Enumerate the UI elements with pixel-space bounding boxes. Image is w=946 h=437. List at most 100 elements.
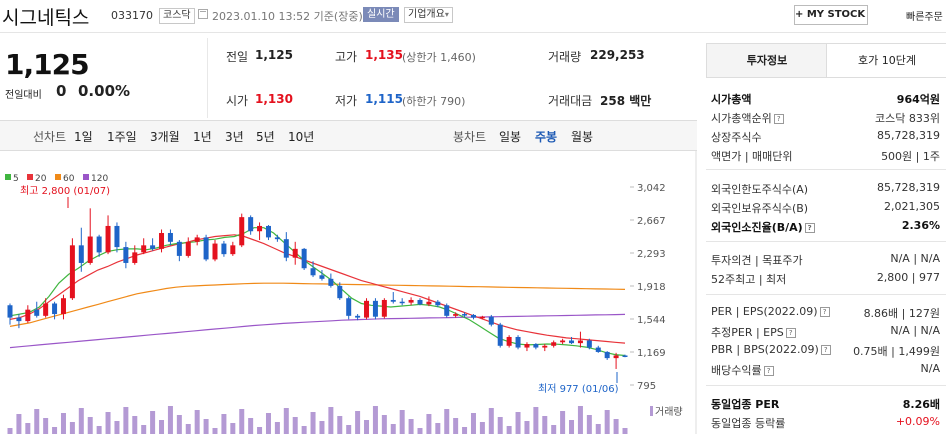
candle-monthly[interactable]: 월봉: [571, 130, 594, 144]
candle-body: [355, 315, 361, 318]
tab-order-book[interactable]: 호가 10단계: [826, 44, 946, 78]
quick-order-link[interactable]: 빠른주문: [906, 12, 943, 23]
candle-body: [551, 342, 557, 346]
period-1d[interactable]: 1일: [74, 130, 93, 144]
volume-bar: [462, 427, 468, 434]
volume-bar: [355, 411, 361, 434]
candle-body: [515, 336, 521, 348]
info-value-7: N/A | N/A: [890, 252, 940, 265]
legend-label: 120: [91, 174, 108, 184]
period-1w[interactable]: 1주일: [107, 130, 137, 144]
volume-bar: [105, 412, 111, 434]
info-label-7: 투자의견 | 목표주가: [711, 252, 803, 268]
legend-swatch: [5, 174, 11, 180]
candle-weekly[interactable]: 주봉: [535, 130, 558, 144]
candle-body: [524, 344, 530, 348]
candle-body: [577, 340, 583, 344]
info-label-text: 추정PER | EPS: [711, 326, 784, 339]
period-3m[interactable]: 3개월: [150, 130, 180, 144]
volume-label: 거래량: [548, 50, 582, 64]
candle-body: [141, 245, 147, 253]
volume-bar: [176, 415, 182, 434]
info-label-14: 동일업종 등락률: [711, 415, 785, 431]
info-label-1: 시가총액순위?: [711, 110, 784, 126]
candle-body: [470, 314, 476, 318]
candle-body: [194, 237, 200, 242]
candle-body: [248, 217, 254, 232]
volume-bar: [78, 408, 84, 434]
volume-bar: [274, 422, 280, 434]
change-label: 전일대비: [5, 90, 42, 101]
period-5y[interactable]: 5년: [256, 130, 275, 144]
help-icon[interactable]: ?: [773, 114, 784, 124]
legend-label: 20: [35, 174, 47, 184]
volume-bar: [60, 413, 66, 434]
volume-bar: [417, 428, 423, 434]
info-label-3: 액면가 | 매매단위: [711, 148, 793, 164]
candle-body: [346, 298, 352, 316]
y-tick-label: 2,667: [637, 216, 666, 227]
help-icon[interactable]: ?: [785, 328, 796, 338]
volume-bar: [265, 413, 271, 434]
volume-bar: [69, 422, 75, 434]
info-label-text: 동일업종 등락률: [711, 417, 786, 430]
volume-bar: [515, 412, 521, 434]
info-label-13: 동일업종 PER: [711, 396, 779, 412]
volume-bar: [381, 415, 387, 434]
volume-bar: [221, 414, 227, 434]
help-icon[interactable]: ?: [820, 345, 831, 355]
candle-body: [426, 301, 432, 305]
divider: [207, 38, 208, 118]
info-label-text: 액면가 | 매매단위: [711, 150, 793, 163]
volume-bar: [364, 420, 370, 434]
candle-body: [417, 299, 423, 305]
candle-body: [221, 243, 227, 255]
volume-bar: [150, 411, 156, 434]
y-tick-label: 2,293: [637, 249, 666, 260]
candle-body: [399, 301, 405, 304]
add-mystock-button[interactable]: + MY STOCK 추가: [794, 5, 868, 25]
tab-investment-info[interactable]: 투자정보: [706, 44, 827, 78]
candle-body: [301, 248, 307, 269]
change-value: 0: [56, 82, 67, 100]
realtime-button[interactable]: 실시간: [363, 7, 399, 22]
volume-bar: [123, 407, 129, 434]
price-chart[interactable]: 3,042 2,667 2,293 1,918 1,544 1,169 795 5 20 60 12…: [0, 149, 697, 434]
volume-bar: [488, 408, 494, 434]
candle-body: [212, 243, 218, 260]
help-icon[interactable]: ?: [804, 223, 815, 233]
candle-body: [479, 316, 485, 319]
info-label-0: 시가총액: [711, 91, 751, 107]
info-value-4: 85,728,319: [877, 181, 940, 194]
help-icon[interactable]: ?: [819, 307, 830, 317]
change-percent: 0.00%: [78, 82, 131, 100]
high-label: 고가: [335, 50, 358, 64]
candle-body: [310, 268, 316, 276]
volume-bar: [372, 406, 378, 434]
candle-body: [488, 316, 494, 325]
period-3y[interactable]: 3년: [225, 130, 244, 144]
info-label-text: 52주최고 | 최저: [711, 273, 787, 286]
candle-body: [462, 314, 468, 316]
candle-body: [69, 245, 75, 299]
help-icon[interactable]: ?: [763, 366, 774, 376]
volume-bar: [524, 421, 530, 434]
candle-body: [506, 336, 512, 346]
period-10y[interactable]: 10년: [288, 130, 315, 144]
candle-daily[interactable]: 일봉: [499, 130, 522, 144]
volume-bar: [25, 423, 31, 434]
volume-bar: [34, 409, 40, 434]
volume-bar: [470, 413, 476, 434]
volume-bar: [292, 417, 298, 434]
info-value-1: 코스닥 833위: [875, 112, 940, 125]
candle-body: [292, 248, 298, 258]
volume-bar: [542, 416, 548, 434]
period-bar: 선차트 1일 1주일 3개월 1년 3년 5년 10년 봉차트 일봉 주봉 월봉: [0, 120, 697, 151]
company-overview-dropdown[interactable]: 기업개요▾: [404, 7, 453, 23]
ma60-line: [9, 282, 626, 327]
candle-body: [613, 355, 619, 359]
candle-chart-label: 봉차트: [453, 130, 487, 144]
period-1y[interactable]: 1년: [193, 130, 212, 144]
info-value-3: 500원 | 1주: [881, 150, 940, 163]
y-tick-label: 1,169: [637, 348, 666, 359]
